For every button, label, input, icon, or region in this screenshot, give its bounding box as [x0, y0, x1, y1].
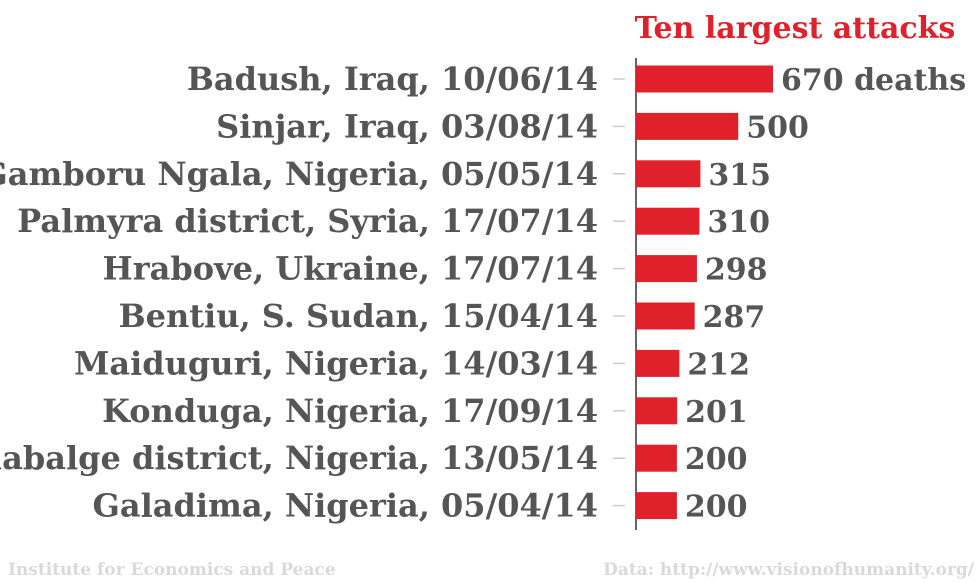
bar	[636, 65, 773, 93]
value-label: 201	[685, 395, 748, 430]
value-label: 200	[685, 442, 748, 477]
category-label: Hrabove, Ukraine, 17/07/14	[103, 250, 598, 288]
value-label: 212	[687, 347, 750, 382]
category-label: Sinjar, Iraq, 03/08/14	[216, 107, 598, 145]
bar	[636, 397, 678, 425]
value-label: 310	[707, 205, 770, 240]
category-label: Galadima, Nigeria, 05/04/14	[93, 487, 599, 525]
category-label: Gamboru Ngala, Nigeria, 05/05/14	[0, 155, 598, 193]
bar	[636, 349, 680, 377]
value-label: 298	[705, 253, 768, 288]
bar	[636, 492, 677, 520]
data-source-url[interactable]: Data: http://www.visionofhumanity.org/	[603, 560, 974, 580]
bar	[636, 302, 695, 330]
category-label: Maiduguri, Nigeria, 14/03/14	[74, 344, 598, 382]
bar	[636, 207, 700, 235]
value-label: 500	[746, 110, 809, 145]
category-label: Kalabalge district, Nigeria, 13/05/14	[0, 439, 598, 477]
value-label: 287	[703, 300, 766, 335]
category-label: Bentiu, S. Sudan, 15/04/14	[119, 297, 598, 335]
category-label: Palmyra district, Syria, 17/07/14	[17, 202, 598, 240]
category-label: Konduga, Nigeria, 17/09/14	[102, 392, 598, 430]
bar	[636, 160, 701, 188]
source-credit: Institute for Economics and Peace	[8, 560, 336, 580]
value-label: 670 deaths	[781, 63, 966, 98]
value-label: 315	[708, 158, 771, 193]
chart-title: Ten largest attacks	[635, 11, 956, 46]
bar	[636, 255, 697, 283]
bar	[636, 112, 739, 140]
bar	[636, 444, 677, 472]
category-label: Badush, Iraq, 10/06/14	[187, 60, 598, 98]
value-label: 200	[685, 490, 748, 525]
